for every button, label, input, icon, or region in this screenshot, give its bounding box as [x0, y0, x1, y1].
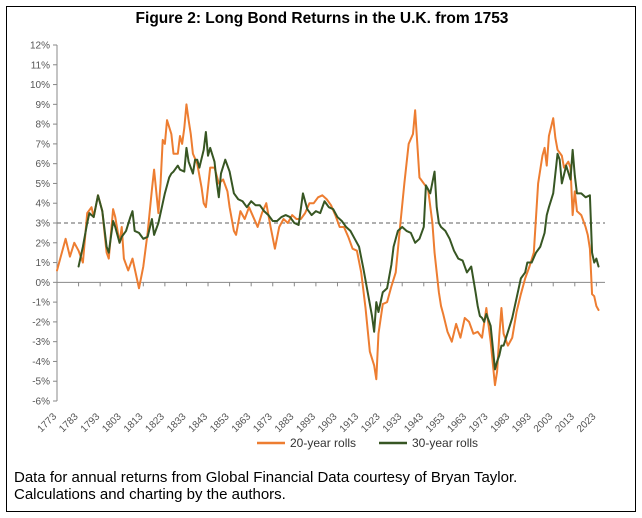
x-tick-label: 1873 — [251, 411, 275, 435]
y-tick-label: 10% — [30, 80, 50, 91]
x-tick-label: 1973 — [467, 411, 491, 435]
y-tick-label: 4% — [36, 199, 51, 210]
figure-frame: Figure 2: Long Bond Returns in the U.K. … — [6, 6, 636, 512]
y-tick-label: -2% — [32, 317, 50, 328]
x-tick-label: 1783 — [57, 411, 81, 435]
y-tick-label: -1% — [32, 298, 50, 309]
y-tick-label: -3% — [32, 337, 50, 348]
x-tick-label: 2013 — [553, 411, 577, 435]
y-tick-label: 8% — [36, 120, 51, 131]
y-tick-label: -6% — [32, 397, 50, 408]
x-tick-label: 1893 — [295, 411, 319, 435]
x-tick-label: 1793 — [79, 411, 103, 435]
source-note-line-1: Data for annual returns from Global Fina… — [14, 469, 518, 486]
long-bond-returns-chart: 12% 11% 10% 9% 8% 7% 6% 5% 4% 3% 2% 1% 0% -1% -2% -3% -4… — [30, 41, 605, 450]
x-tick-label: 1833 — [165, 411, 189, 435]
x-tick-label: 1953 — [424, 411, 448, 435]
source-note-line-2: Calculations and charting by the authors… — [14, 486, 286, 503]
x-axis: 1773178317931803181318231833184318531863… — [36, 281, 605, 435]
y-tick-label: 6% — [36, 159, 51, 170]
x-tick-label: 2023 — [575, 411, 599, 435]
legend: 20-year rolls 30-year rolls — [257, 436, 478, 450]
figure-title: Figure 2: Long Bond Returns in the U.K. … — [135, 10, 509, 27]
y-axis: 12% 11% 10% 9% 8% 7% 6% 5% 4% 3% 2% 1% 0% -1% -2% -3% -4… — [30, 41, 58, 408]
legend-label: 30-year rolls — [412, 436, 478, 450]
y-tick-label: 5% — [36, 179, 51, 190]
x-tick-label: 1933 — [381, 411, 405, 435]
x-tick-label: 1823 — [143, 411, 167, 435]
y-tick-label: 7% — [36, 139, 51, 150]
x-tick-label: 1983 — [489, 411, 513, 435]
x-tick-label: 1943 — [402, 411, 426, 435]
series-20-year-rolls-line — [56, 103, 600, 387]
y-tick-label: 1% — [36, 258, 51, 269]
series-30-year-rolls-line — [77, 131, 600, 371]
y-tick-label: 12% — [30, 41, 50, 52]
y-tick-label: 9% — [36, 100, 51, 111]
x-tick-label: 1913 — [338, 411, 362, 435]
x-tick-label: 1863 — [230, 411, 254, 435]
x-tick-label: 1803 — [100, 411, 124, 435]
y-tick-label: 0% — [36, 278, 51, 289]
y-tick-label: -4% — [32, 357, 50, 368]
y-tick-label: 3% — [36, 219, 51, 230]
legend-label: 20-year rolls — [290, 436, 356, 450]
y-tick-label: -5% — [32, 377, 50, 388]
y-tick-label: 2% — [36, 238, 51, 249]
x-tick-label: 1993 — [510, 411, 534, 435]
x-tick-label: 1963 — [446, 411, 470, 435]
y-tick-label: 11% — [31, 60, 50, 71]
x-tick-label: 1923 — [359, 411, 383, 435]
x-tick-label: 1853 — [208, 411, 232, 435]
series-lines — [56, 103, 600, 387]
source-note: Data for annual returns from Global Fina… — [14, 469, 624, 503]
x-tick-label: 1843 — [187, 411, 211, 435]
x-tick-label: 1883 — [273, 411, 297, 435]
x-tick-label: 1813 — [122, 411, 146, 435]
x-tick-label: 1773 — [36, 411, 60, 435]
legend-item-30-year-rolls: 30-year rolls — [379, 436, 478, 450]
legend-item-20-year-rolls: 20-year rolls — [257, 436, 356, 450]
x-tick-label: 1903 — [316, 411, 340, 435]
x-tick-label: 2003 — [532, 411, 556, 435]
